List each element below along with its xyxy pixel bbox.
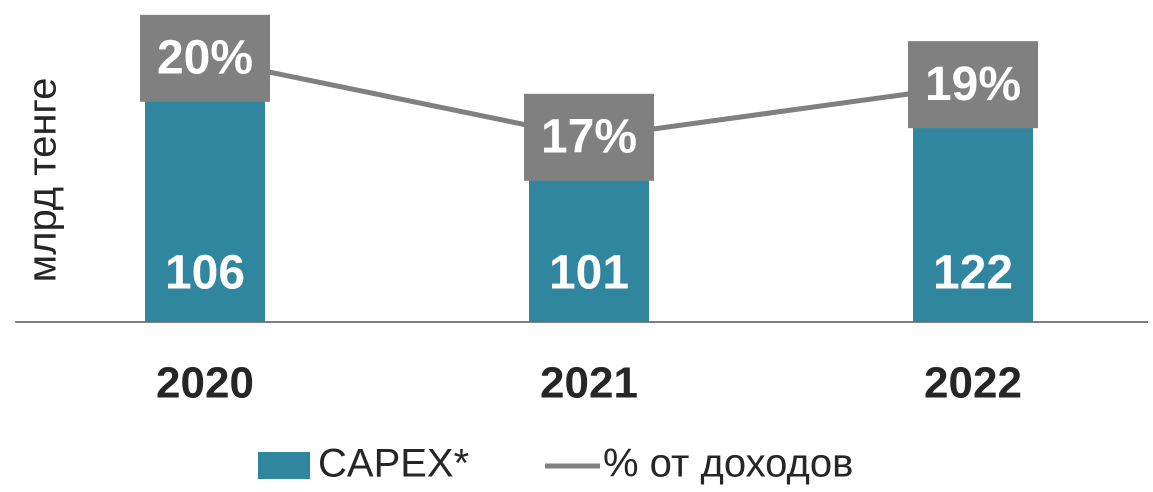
bar-value-label: 106 [165,247,245,300]
legend-swatch [258,452,310,479]
bar-value-label: 122 [933,247,1013,300]
label-box [524,93,654,181]
y-axis-label: млрд тенге [21,78,65,283]
line-value-label: 17% [541,110,637,163]
line-value-label: 20% [157,32,253,85]
line-value-label: 19% [925,58,1021,111]
x-tick-label: 2021 [540,359,638,408]
bar [145,94,265,322]
x-tick-label: 2020 [156,359,254,408]
label-box [908,41,1038,129]
legend-label: % от доходов [603,442,853,486]
x-tick-label: 2022 [924,359,1022,408]
legend-label: CAPEX* [318,442,469,486]
bar-value-label: 101 [549,247,629,300]
label-box [140,14,270,102]
